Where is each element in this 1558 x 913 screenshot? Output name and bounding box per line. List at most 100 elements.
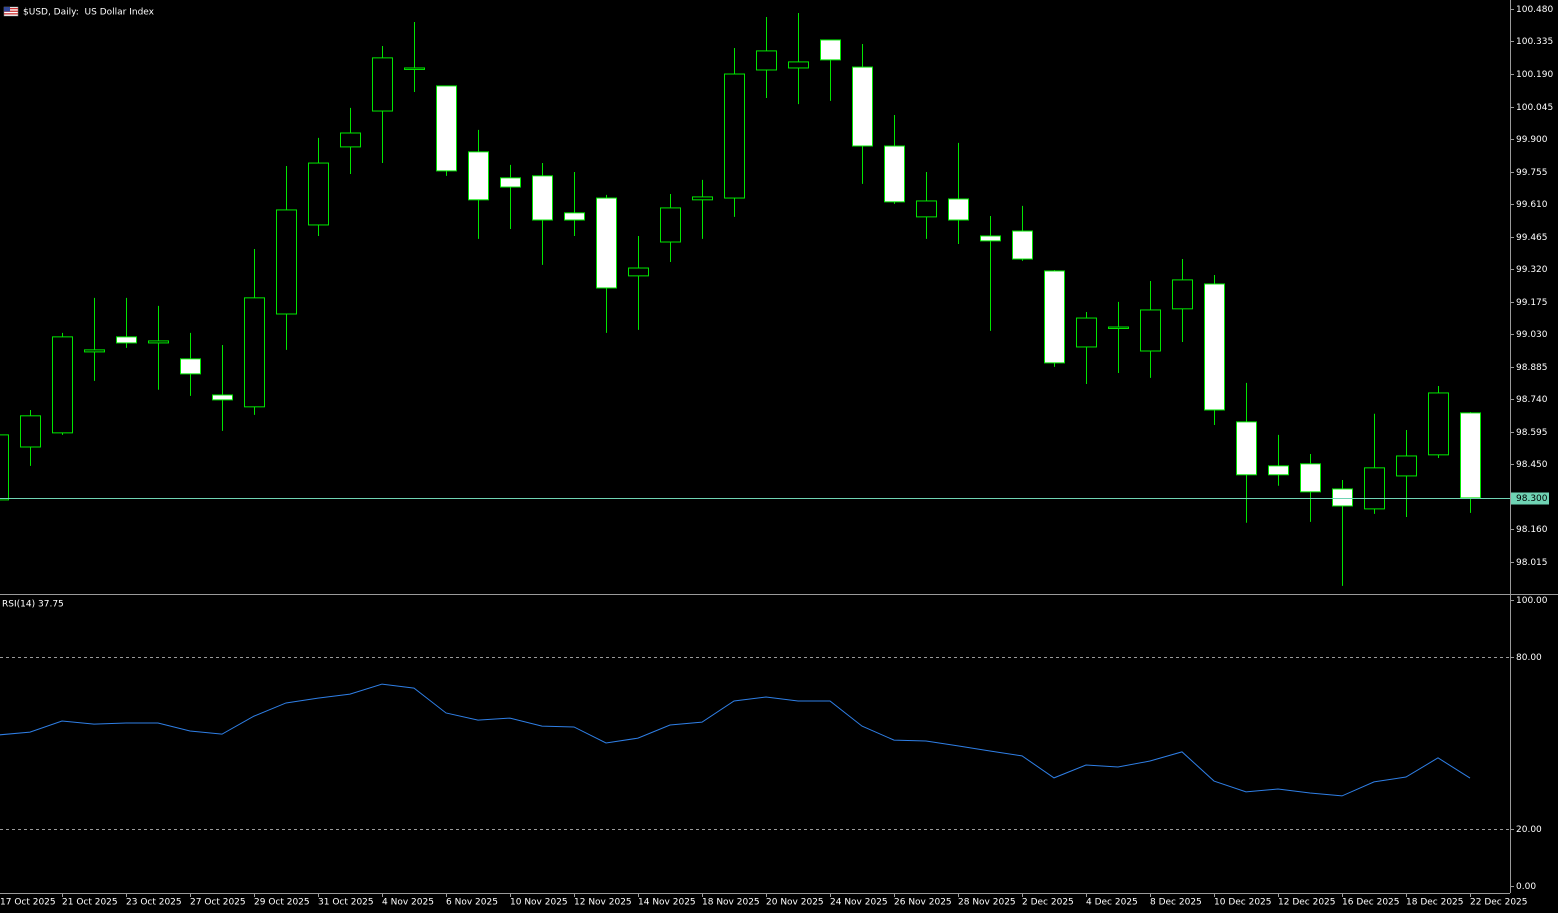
- x-tick-label: 2 Dec 2025: [1022, 898, 1074, 908]
- price-label-box: [1511, 492, 1549, 505]
- y-tick-label: 99.465: [1516, 233, 1548, 243]
- candle-body: [564, 212, 585, 221]
- x-tick-label: 17 Oct 2025: [0, 898, 56, 908]
- candle-body: [1396, 455, 1417, 477]
- candle-body: [308, 162, 329, 226]
- candle-body: [116, 336, 137, 344]
- y-tick-label: 99.900: [1516, 135, 1548, 145]
- flag-canton: [4, 7, 10, 12]
- candle-body: [244, 297, 265, 408]
- x-tick-label: 18 Nov 2025: [702, 898, 760, 908]
- candle-body: [500, 177, 521, 188]
- candle-body: [1428, 392, 1449, 456]
- x-tick-label: 10 Nov 2025: [510, 898, 568, 908]
- candle-body: [788, 61, 809, 69]
- candle-body: [148, 340, 169, 344]
- candle-body: [1268, 465, 1289, 476]
- candle-body: [1204, 283, 1225, 411]
- chart-title: $USD, Daily: US Dollar Index: [23, 8, 155, 18]
- x-tick-label: 12 Nov 2025: [574, 898, 632, 908]
- candle-body: [948, 198, 969, 221]
- candle-body: [596, 197, 617, 289]
- x-tick-label: 10 Dec 2025: [1214, 898, 1272, 908]
- x-tick-label: 26 Nov 2025: [894, 898, 952, 908]
- rsi-value: 37.75: [38, 600, 64, 610]
- y-tick-label: 99.320: [1516, 265, 1548, 275]
- y-tick-label: 100.480: [1516, 5, 1553, 15]
- candle-body: [404, 67, 425, 70]
- candle-body: [212, 394, 233, 401]
- x-tick-label: 22 Dec 2025: [1470, 898, 1528, 908]
- y-tick-label: 99.755: [1516, 168, 1548, 178]
- y-tick-label: 98.015: [1516, 558, 1548, 568]
- flag-icon: [3, 6, 19, 17]
- price-label: 98.300: [1516, 494, 1548, 504]
- y-tick-label: 98.885: [1516, 363, 1548, 373]
- y-tick-label: 98.595: [1516, 428, 1548, 438]
- candle-body: [756, 50, 777, 71]
- x-tick-label: 4 Dec 2025: [1086, 898, 1138, 908]
- candle-body: [180, 358, 201, 375]
- flag-stripe: [4, 10, 18, 12]
- y-tick-label: 100.335: [1516, 37, 1553, 47]
- candle-body: [916, 200, 937, 218]
- y-tick-label: 20.00: [1516, 825, 1542, 835]
- candle-body: [1044, 270, 1065, 364]
- candle-body: [1460, 412, 1481, 499]
- x-tick-label: 29 Oct 2025: [254, 898, 310, 908]
- x-tick-label: 12 Dec 2025: [1278, 898, 1336, 908]
- y-tick-label: 99.030: [1516, 330, 1548, 340]
- x-tick-label: 14 Nov 2025: [638, 898, 696, 908]
- x-tick-label: 4 Nov 2025: [382, 898, 434, 908]
- candle-body: [820, 39, 841, 61]
- candle-body: [1300, 463, 1321, 493]
- x-tick-label: 31 Oct 2025: [318, 898, 374, 908]
- candle-body: [1332, 488, 1353, 507]
- x-tick-label: 6 Nov 2025: [446, 898, 498, 908]
- y-tick-label: 98.450: [1516, 460, 1548, 470]
- y-tick-label: 99.175: [1516, 298, 1548, 308]
- candle-body: [1076, 317, 1097, 348]
- candle-body: [52, 336, 73, 434]
- y-tick-label: 100.190: [1516, 70, 1553, 80]
- y-tick-label: 99.610: [1516, 200, 1548, 210]
- x-tick-label: 27 Oct 2025: [190, 898, 246, 908]
- candle-body: [1172, 279, 1193, 310]
- x-tick-label: 20 Nov 2025: [766, 898, 824, 908]
- x-tick-label: 21 Oct 2025: [62, 898, 118, 908]
- candle-body: [340, 132, 361, 148]
- candle-body: [692, 196, 713, 201]
- candle-body: [0, 434, 9, 501]
- x-tick-label: 16 Dec 2025: [1342, 898, 1400, 908]
- candle-body: [660, 207, 681, 243]
- rsi-line: [0, 683, 1471, 797]
- x-tick-label: 24 Nov 2025: [830, 898, 888, 908]
- y-tick-label: 0.00: [1516, 882, 1536, 892]
- x-tick-label: 18 Dec 2025: [1406, 898, 1464, 908]
- candle-body: [980, 235, 1001, 242]
- y-tick-label: 98.160: [1516, 525, 1548, 535]
- candle-body: [276, 209, 297, 315]
- x-tick-label: 23 Oct 2025: [126, 898, 182, 908]
- flag-stripe: [4, 8, 18, 10]
- candle-body: [628, 267, 649, 277]
- candle-body: [1108, 326, 1129, 330]
- y-tick-label: 80.00: [1516, 653, 1542, 663]
- candle-body: [1364, 467, 1385, 510]
- rsi-title: RSI(14): [2, 600, 35, 610]
- y-tick-label: 98.740: [1516, 395, 1548, 405]
- y-tick-label: 100.045: [1516, 103, 1553, 113]
- candle-body: [1012, 230, 1033, 260]
- candle-body: [884, 145, 905, 203]
- x-tick-label: 8 Dec 2025: [1150, 898, 1202, 908]
- candle-body: [468, 151, 489, 201]
- candle-body: [20, 415, 41, 448]
- y-tick-label: 100.00: [1516, 596, 1548, 606]
- x-tick-label: 28 Nov 2025: [958, 898, 1016, 908]
- candle-body: [1236, 421, 1257, 476]
- flag-stripe: [4, 13, 18, 15]
